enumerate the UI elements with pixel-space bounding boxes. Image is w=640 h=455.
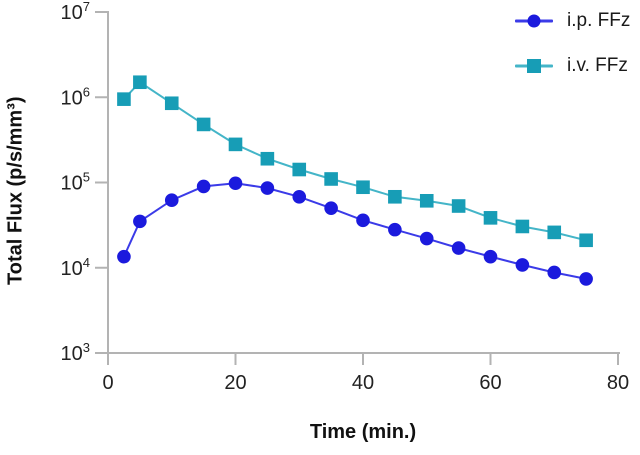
legend: i.p. FFz i.v. FFz [515,0,640,90]
data-point-i-p-ffz [356,213,370,228]
y-tick-label: 104 [61,255,90,280]
legend-label-i-v-ffz: i.v. FFz [567,55,628,76]
x-tick-label: 80 [607,372,629,394]
x-axis-title: Time (min.) [309,421,417,443]
x-tick-label: 40 [352,372,374,394]
data-point-i-p-ffz [292,189,307,204]
data-point-i-p-ffz [451,241,466,255]
data-point-i-v-ffz [483,211,498,225]
data-point-i-v-ffz [196,117,211,132]
y-tick-label: 106 [61,84,90,109]
legend-item-i-v-ffz: i.v. FFz [515,51,628,81]
data-point-i-p-ffz [324,201,338,215]
data-point-i-p-ffz [260,181,275,195]
x-tick-label: 20 [224,372,246,394]
x-tick-label: 0 [102,372,113,394]
y-axis-title: Total Flux (p/s/mm³) [4,96,27,286]
data-point-i-p-ffz [515,258,530,272]
legend-square-icon [515,57,553,75]
data-point-i-v-ffz [164,96,179,111]
data-point-i-v-ffz [292,162,307,177]
data-point-i-v-ffz [419,194,434,208]
legend-circle-icon [515,12,553,30]
y-tick-label: 107 [61,0,90,24]
data-point-i-v-ffz [547,225,562,240]
data-point-i-p-ffz [117,249,131,264]
data-point-i-v-ffz [260,151,275,166]
data-point-i-v-ffz [579,233,593,248]
data-point-i-p-ffz [133,214,147,229]
data-point-i-v-ffz [515,219,530,234]
series-line-i-v-ffz [123,80,587,242]
data-point-i-v-ffz [324,172,338,186]
data-point-i-p-ffz [579,272,593,286]
y-tick-label: 103 [61,340,90,365]
data-point-i-v-ffz [356,180,370,195]
data-point-i-v-ffz [388,189,402,204]
data-point-i-v-ffz [133,75,147,90]
legend-marker-i-v-ffz [527,59,541,73]
legend-item-i-p-ffz: i.p. FFz [515,6,630,36]
y-tick-label: 105 [61,170,90,195]
data-point-i-p-ffz [228,176,243,191]
data-point-i-p-ffz [547,265,562,280]
data-point-i-v-ffz [451,199,466,213]
x-tick-label: 60 [479,372,501,394]
data-point-i-v-ffz [117,92,131,106]
legend-label-i-p-ffz: i.p. FFz [567,10,631,31]
data-point-i-p-ffz [388,222,402,237]
data-point-i-v-ffz [228,137,243,152]
data-point-i-p-ffz [419,231,434,246]
legend-marker-i-p-ffz [527,14,541,28]
data-point-i-p-ffz [196,179,211,194]
series-line-i-p-ffz [123,182,587,280]
data-point-i-p-ffz [483,249,498,264]
data-point-i-p-ffz [164,193,179,207]
